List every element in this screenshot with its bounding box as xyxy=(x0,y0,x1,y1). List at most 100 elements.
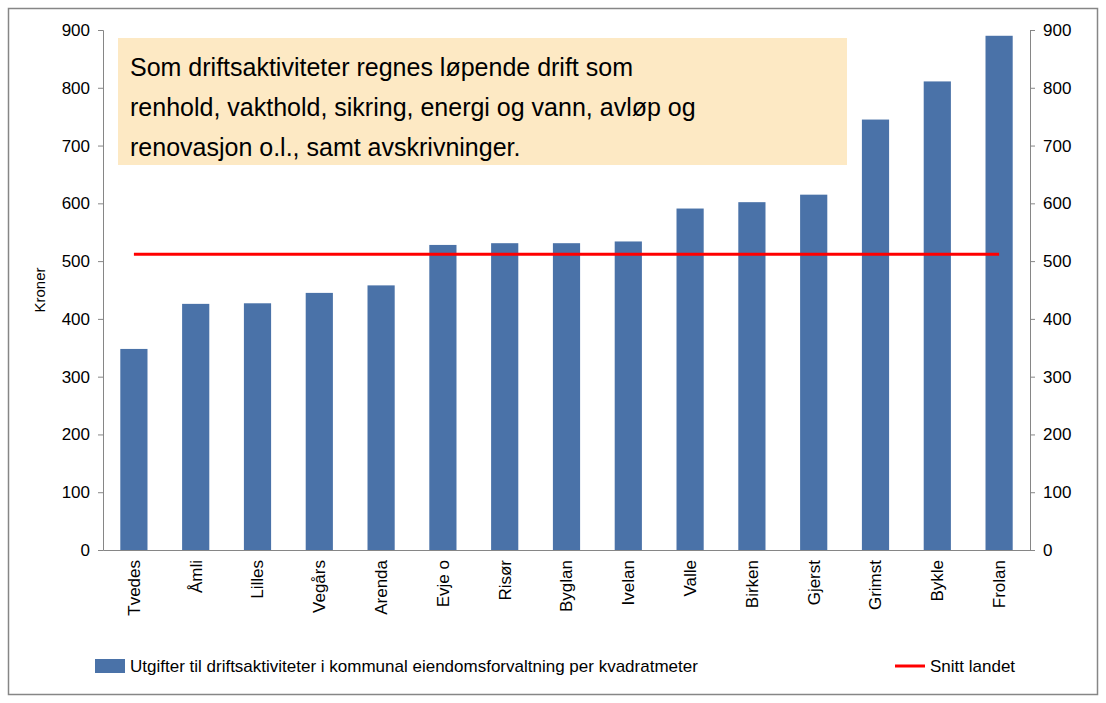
x-tick-label: Risør xyxy=(496,560,515,601)
axis-line xyxy=(1031,31,1036,551)
y-tick: 500 xyxy=(62,252,103,271)
x-tick-label: Lilles xyxy=(248,560,267,599)
x-tick-label: Åmli xyxy=(187,560,206,593)
y-tick-mark xyxy=(98,319,103,320)
y-tick: 300 xyxy=(62,368,103,387)
y-tick-mark xyxy=(98,88,103,89)
y2-tick-label: 600 xyxy=(1043,194,1071,213)
x-tick-label: Byglan xyxy=(557,560,576,612)
x-tick-label: Ivelan xyxy=(619,560,638,605)
y-tick: 800 xyxy=(62,79,103,98)
x-tick-label: Grimst xyxy=(866,560,885,610)
y2-tick: 300 xyxy=(1030,368,1071,387)
y-tick: 600 xyxy=(62,194,103,213)
marks xyxy=(120,36,1012,550)
y2-tick-mark xyxy=(1030,88,1035,89)
y-tick-label: 400 xyxy=(62,310,90,329)
x-tick: Arenda xyxy=(372,550,391,615)
legend-label: Utgifter til driftsaktiviteter i kommuna… xyxy=(130,657,698,676)
x-tick: Bykle xyxy=(928,550,947,602)
y2-tick-mark xyxy=(1030,261,1035,262)
y2-tick-mark xyxy=(1030,319,1035,320)
x-tick: Frolan xyxy=(990,550,1009,608)
y-tick: 700 xyxy=(62,136,103,155)
bar xyxy=(182,304,209,550)
legend-label: Snitt landet xyxy=(930,657,1015,676)
y-tick-mark xyxy=(98,550,103,551)
x-tick: Ivelan xyxy=(619,550,638,605)
annotation-text: Som driftsaktiviteter regnes løpende dri… xyxy=(130,53,633,81)
y-tick: 100 xyxy=(62,483,103,502)
y-tick: 0 xyxy=(81,541,103,560)
legend-swatch xyxy=(895,665,925,668)
y2-axis: 0 100 200 300 400 500 600 700 800 900 xyxy=(1030,21,1071,560)
x-tick: Birken xyxy=(743,550,762,608)
x-tick: Valle xyxy=(681,550,700,597)
y-tick-label: 300 xyxy=(62,368,90,387)
bar xyxy=(862,120,889,550)
y-tick: 900 xyxy=(62,21,103,40)
x-tick: Byglan xyxy=(557,550,576,612)
bar xyxy=(986,36,1013,550)
y2-tick: 700 xyxy=(1030,136,1071,155)
y-tick-mark xyxy=(98,377,103,378)
y2-tick-mark xyxy=(1030,377,1035,378)
axis-line xyxy=(98,31,104,551)
x-tick: Lilles xyxy=(248,550,267,599)
y2-tick-label: 400 xyxy=(1043,310,1071,329)
bar xyxy=(368,285,395,550)
x-tick-label: Vegårs xyxy=(310,560,329,613)
x-tick: Gjerst xyxy=(805,550,824,605)
x-tick-label: Frolan xyxy=(990,560,1009,608)
y-tick-mark xyxy=(98,492,103,493)
annotation-box xyxy=(118,38,847,165)
x-tick-label: Bykle xyxy=(928,560,947,602)
y2-tick-label: 800 xyxy=(1043,79,1071,98)
y2-tick-label: 500 xyxy=(1043,252,1071,271)
y2-tick: 600 xyxy=(1030,194,1071,213)
y-tick-mark xyxy=(98,146,103,147)
chart: 0 100 200 300 400 500 600 700 800 900 0 100 200 300 40… xyxy=(0,0,1106,703)
y2-tick-mark xyxy=(1030,550,1035,551)
x-tick-label: Arenda xyxy=(372,559,391,614)
y2-tick-mark xyxy=(1030,492,1035,493)
y2-tick-label: 900 xyxy=(1043,21,1071,40)
bar xyxy=(553,243,580,550)
legend: Utgifter til driftsaktiviteter i kommuna… xyxy=(95,657,1015,676)
y-tick: 200 xyxy=(62,425,103,444)
legend-swatch xyxy=(95,659,125,673)
y2-tick-mark xyxy=(1030,30,1035,31)
x-tick: Risør xyxy=(496,550,515,601)
y2-tick-mark xyxy=(1030,203,1035,204)
y2-tick: 800 xyxy=(1030,79,1071,98)
chart-frame xyxy=(9,9,1098,695)
x-tick: Evje o xyxy=(434,550,453,607)
bar xyxy=(800,195,827,550)
y2-tick: 100 xyxy=(1030,483,1071,502)
y2-tick-label: 0 xyxy=(1043,541,1052,560)
bar xyxy=(615,241,642,550)
bar xyxy=(677,209,704,550)
y2-tick: 500 xyxy=(1030,252,1071,271)
x-tick-label: Valle xyxy=(681,560,700,597)
line xyxy=(134,253,999,256)
bar xyxy=(429,245,456,550)
y-tick-label: 600 xyxy=(62,194,90,213)
axis-line xyxy=(104,550,1031,551)
y2-tick-label: 300 xyxy=(1043,368,1071,387)
y-tick-mark xyxy=(98,203,103,204)
y2-tick-label: 700 xyxy=(1043,136,1071,155)
annotation: Som driftsaktiviteter regnes løpende dri… xyxy=(118,38,847,165)
x-tick-label: Gjerst xyxy=(805,560,824,606)
y2-tick-mark xyxy=(1030,434,1035,435)
y-tick-label: 200 xyxy=(62,425,90,444)
y2-tick: 200 xyxy=(1030,425,1071,444)
x-tick: Tvedes xyxy=(125,550,144,616)
y-tick-label: 0 xyxy=(81,541,90,560)
bar xyxy=(491,243,518,550)
x-axis: Tvedes Åmli Lilles Vegårs Arenda Evje o Risør B… xyxy=(104,550,1031,616)
y-tick-mark xyxy=(98,30,103,31)
annotation-text: renhold, vakthold, sikring, energi og va… xyxy=(130,93,696,121)
y-tick-label: 500 xyxy=(62,252,90,271)
x-tick-label: Birken xyxy=(743,560,762,608)
